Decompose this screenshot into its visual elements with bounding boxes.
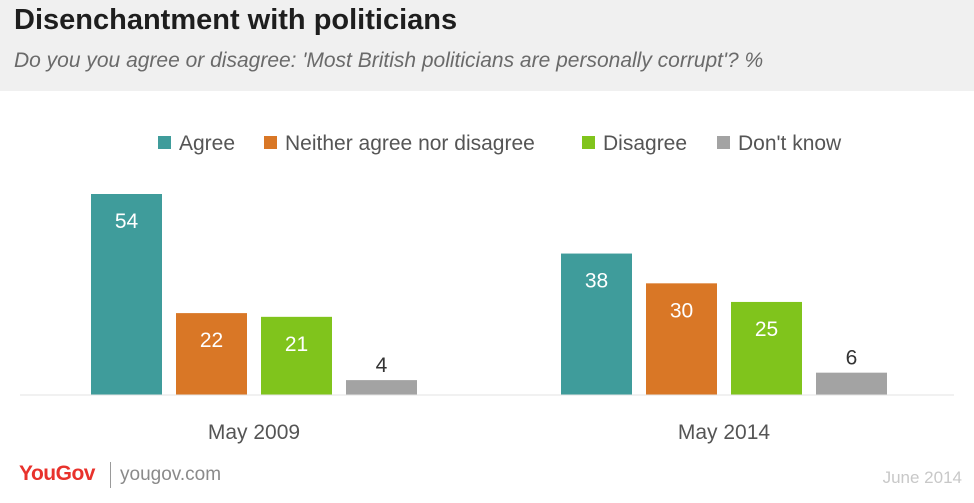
- chart-legend: Agree Neither agree nor disagree Disagree D…: [158, 132, 842, 155]
- legend-label: Don't know: [738, 132, 842, 155]
- chart-header: Disenchantment with politicians Do you y…: [0, 0, 974, 91]
- legend-swatch: [158, 136, 171, 149]
- bar-value-label: 54: [115, 210, 139, 233]
- bar: [561, 253, 632, 395]
- legend-swatch: [582, 136, 595, 149]
- legend-swatch: [717, 136, 730, 149]
- bar-value-label: 4: [376, 354, 388, 377]
- footer-divider: [110, 462, 111, 488]
- bar: [91, 194, 162, 395]
- yougov-logo: YouGov: [19, 462, 95, 485]
- legend-label: Neither agree nor disagree: [285, 132, 535, 155]
- bar: [346, 380, 417, 395]
- legend-label: Agree: [179, 132, 235, 155]
- x-tick-label: May 2009: [208, 421, 300, 444]
- bar-chart: Agree Neither agree nor disagree Disagree D…: [20, 132, 954, 444]
- bar-value-label: 6: [846, 347, 858, 370]
- legend-item: Don't know: [717, 132, 842, 155]
- bar: [176, 313, 247, 395]
- bar-value-label: 38: [585, 270, 608, 293]
- bar: [261, 316, 332, 395]
- chart-subtitle: Do you you agree or disagree: 'Most Brit…: [14, 49, 764, 72]
- legend-label: Disagree: [603, 132, 687, 155]
- footer-url: yougov.com: [120, 464, 222, 485]
- legend-item: Agree: [158, 132, 235, 155]
- legend-item: Neither agree nor disagree: [264, 132, 535, 155]
- x-tick-label: May 2014: [678, 421, 771, 444]
- legend-item: Disagree: [582, 132, 687, 155]
- bar: [816, 372, 887, 395]
- chart-bars: 54 22 21 4 38 30 25 6: [91, 194, 887, 395]
- bar-value-label: 25: [755, 318, 778, 341]
- footer-date: June 2014: [882, 468, 962, 487]
- x-axis-labels: May 2009 May 2014: [208, 421, 771, 444]
- chart-title: Disenchantment with politicians: [14, 4, 458, 36]
- bar: [731, 301, 802, 395]
- bar-value-label: 30: [670, 299, 693, 322]
- bar: [646, 283, 717, 395]
- bar-value-label: 21: [285, 333, 308, 356]
- legend-swatch: [264, 136, 277, 149]
- bar-value-label: 22: [200, 329, 223, 352]
